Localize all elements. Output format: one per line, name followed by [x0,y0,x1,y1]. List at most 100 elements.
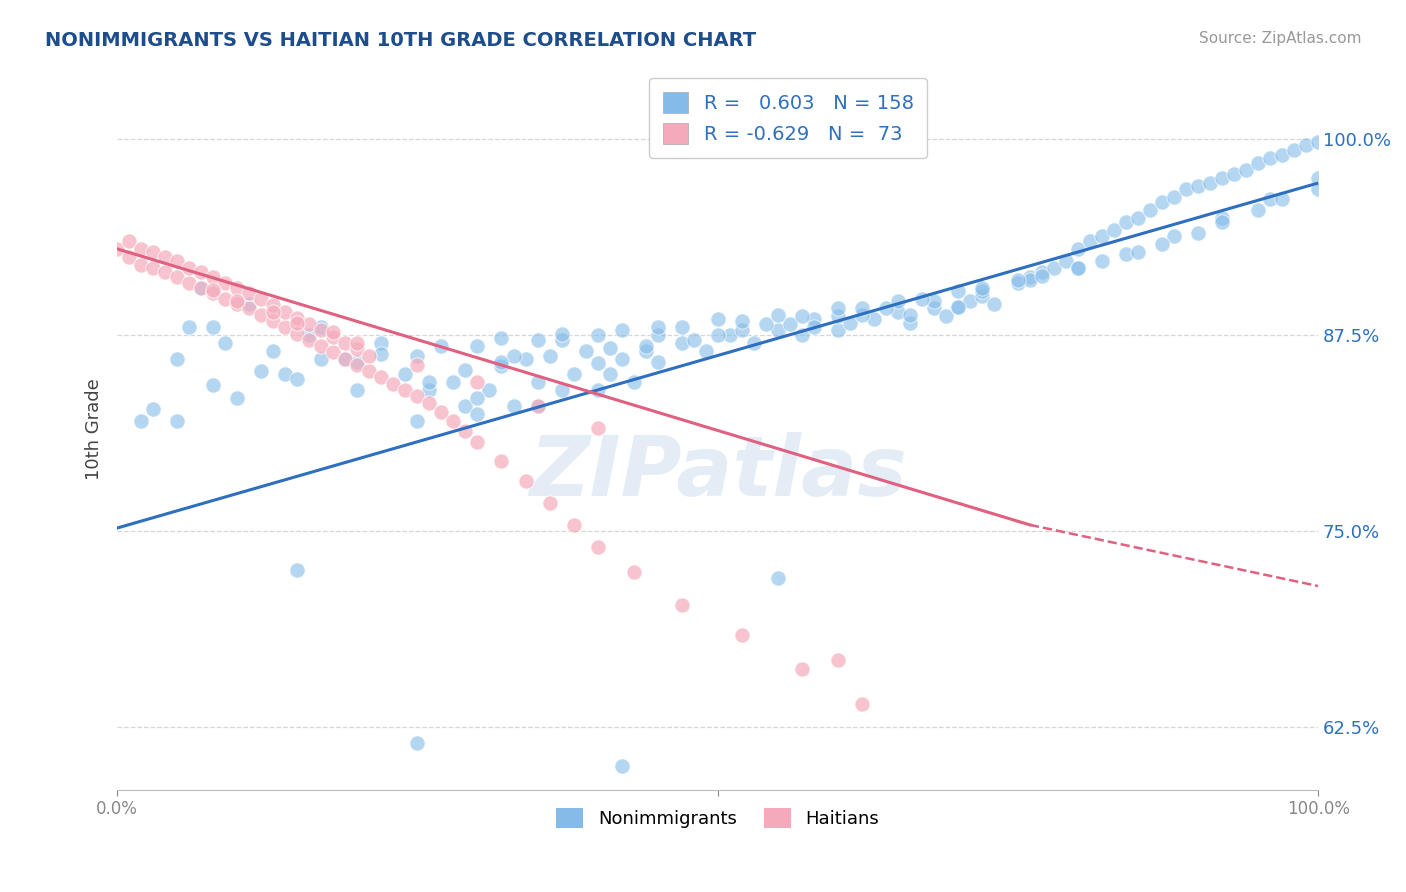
Point [179,277,201,291]
Point [1258,151,1281,165]
Point [322,345,344,359]
Point [827,653,849,667]
Point [1126,245,1149,260]
Point [1308,182,1330,196]
Point [610,351,633,366]
Point [285,563,308,577]
Point [311,339,333,353]
Point [1091,254,1114,268]
Point [250,308,273,322]
Point [586,420,609,434]
Point [467,391,489,405]
Point [682,333,704,347]
Point [454,362,477,376]
Point [526,399,548,413]
Point [406,349,429,363]
Point [911,292,934,306]
Point [478,383,501,397]
Point [731,628,754,642]
Point [346,355,368,369]
Point [262,304,284,318]
Point [202,320,225,334]
Point [898,308,921,322]
Point [311,351,333,366]
Point [599,341,621,355]
Point [322,325,344,339]
Point [346,358,368,372]
Point [142,245,165,260]
Point [970,281,993,295]
Point [1211,215,1233,229]
Point [1308,135,1330,149]
Point [118,250,141,264]
Point [1115,215,1137,229]
Point [359,364,381,378]
Point [491,453,513,467]
Legend: Nonimmigrants, Haitians: Nonimmigrants, Haitians [550,801,886,835]
Point [238,301,260,316]
Point [1175,182,1198,196]
Point [214,292,236,306]
Text: Source: ZipAtlas.com: Source: ZipAtlas.com [1198,31,1361,46]
Point [467,434,489,449]
Point [526,399,548,413]
Point [970,289,993,303]
Point [766,308,789,322]
Point [586,328,609,343]
Point [370,370,392,384]
Point [1126,211,1149,225]
Point [226,391,249,405]
Point [898,316,921,330]
Point [166,351,188,366]
Point [491,331,513,345]
Point [1043,260,1066,275]
Point [706,328,728,343]
Point [623,565,645,579]
Point [1031,265,1053,279]
Point [346,343,368,357]
Point [610,323,633,337]
Text: ZIPatlas: ZIPatlas [529,432,907,513]
Point [922,301,945,316]
Point [118,234,141,248]
Point [790,662,813,676]
Point [1067,260,1090,275]
Point [166,270,188,285]
Point [803,320,825,334]
Point [406,358,429,372]
Point [742,335,765,350]
Point [322,329,344,343]
Point [285,316,308,330]
Point [142,401,165,416]
Point [1150,237,1173,252]
Point [491,355,513,369]
Point [1295,138,1317,153]
Point [827,310,849,324]
Point [1234,163,1257,178]
Point [586,356,609,370]
Point [430,339,453,353]
Point [515,474,537,488]
Point [406,736,429,750]
Point [838,316,860,330]
Point [647,320,669,334]
Point [1187,226,1209,240]
Point [179,260,201,275]
Point [946,300,969,314]
Point [250,364,273,378]
Point [935,310,957,324]
Point [285,326,308,341]
Point [970,284,993,298]
Point [274,320,297,334]
Point [394,368,416,382]
Point [671,320,693,334]
Point [887,293,910,308]
Point [418,375,440,389]
Point [1007,273,1029,287]
Point [526,375,548,389]
Point [214,335,236,350]
Point [335,335,357,350]
Point [959,293,981,308]
Point [538,349,561,363]
Point [155,265,177,279]
